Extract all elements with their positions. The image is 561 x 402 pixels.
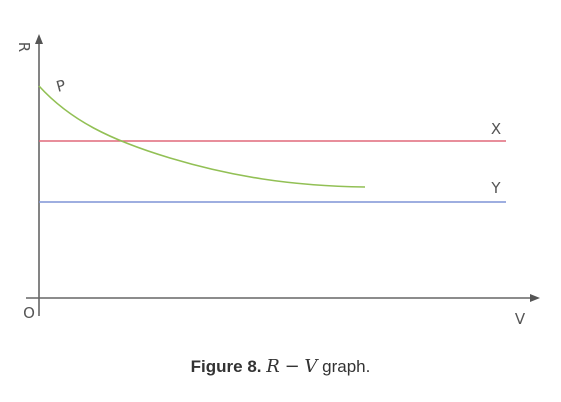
series-p-label: P <box>54 76 67 96</box>
x-axis-label: V <box>515 310 526 328</box>
figure-caption: Figure 8. R − V graph. <box>0 356 561 377</box>
x-axis-arrow-icon <box>530 294 540 302</box>
series-y-label: Y <box>490 179 501 197</box>
series-x-label: X <box>491 120 501 138</box>
chart-canvas: R V O X Y P <box>15 34 540 328</box>
origin-label: O <box>23 304 35 322</box>
y-axis-arrow-icon <box>35 34 43 44</box>
series-p-curve <box>38 85 366 188</box>
caption-operator: − <box>284 356 300 377</box>
caption-figure-number: Figure 8. <box>190 357 262 376</box>
y-axis-label: R <box>15 42 33 52</box>
caption-math-r: R <box>266 356 280 377</box>
caption-suffix: graph. <box>322 357 371 376</box>
caption-math-v: V <box>304 356 318 377</box>
